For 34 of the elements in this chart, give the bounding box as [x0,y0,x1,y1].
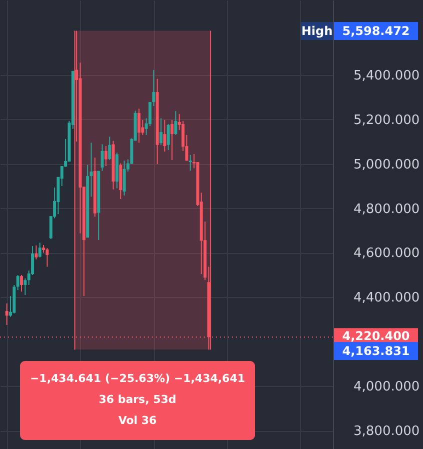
candlestick [104,146,108,167]
candlestick [163,120,166,152]
candlestick [20,274,24,292]
y-tick-label: 5,200.000 [354,112,420,128]
candlestick [90,142,93,198]
y-tick-label: 5,400.000 [354,68,420,84]
candlestick [166,124,170,151]
y-tick-label: 4,600.000 [354,246,420,262]
candlestick [188,154,192,172]
candlestick [100,144,104,172]
candlestick [46,248,49,268]
ref-line-label: 4,220.400 [342,329,410,344]
annotation: High [301,24,333,38]
annotation: −1,434.641 (−25.63%) −1,434,641 [30,372,246,385]
candlestick [174,110,178,136]
candlestick [24,278,27,296]
candlestick [137,108,140,144]
candlestick [38,242,42,258]
text: 5,598.472 [342,24,410,38]
candlestick [108,136,112,161]
y-tick-label: 4,400.000 [354,290,420,306]
candlestick [170,120,174,161]
candlestick [159,118,162,146]
candlestick [16,274,20,291]
y-tick-label: 3,800.000 [354,424,420,440]
y-tick-label: 4,000.000 [354,380,420,395]
candlestick [122,160,126,196]
text: 4,163.831 [342,344,410,358]
candlestick [5,302,8,326]
annotation: 36 bars, 53d [98,393,176,406]
y-tick-label: 4,800.000 [354,202,420,217]
y-tick-label: 5,000.000 [354,157,420,172]
candlestick [34,244,38,260]
annotation: Vol 36 [118,414,158,427]
